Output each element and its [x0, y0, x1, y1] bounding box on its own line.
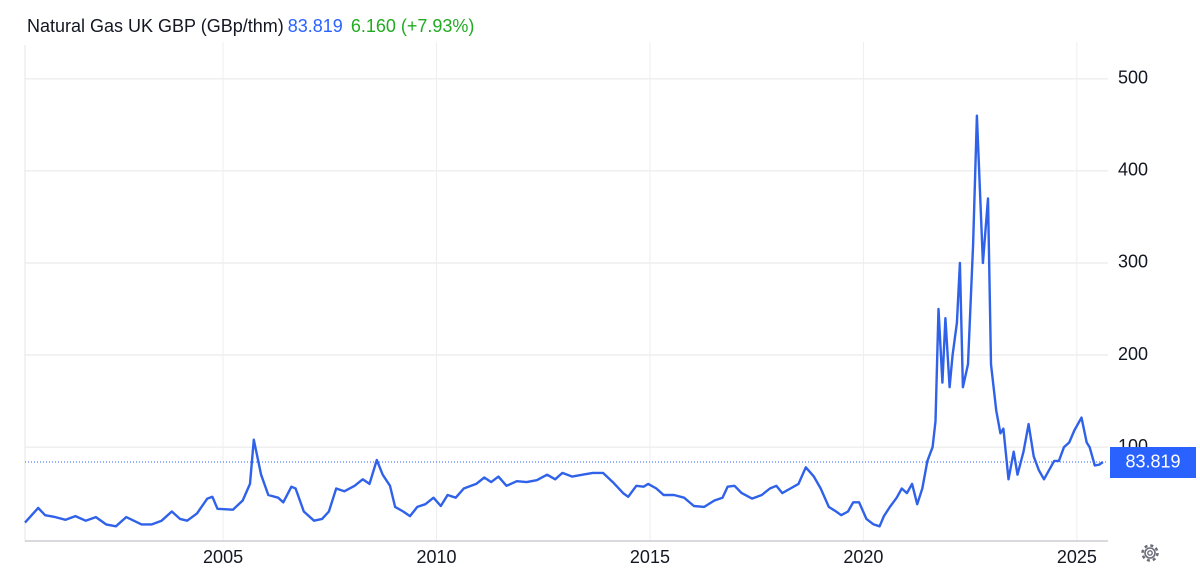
last-price-box — [1110, 446, 1196, 478]
last-price: 83.819 — [287, 16, 343, 36]
price-change: 6.160 (+7.93%) — [350, 16, 475, 36]
x-tick-label: 2005 — [203, 547, 243, 567]
chart-header: Natural Gas UK GBP (GBp/thm) 83.819 6.160 … — [27, 16, 474, 37]
x-tick-label: 2020 — [843, 547, 883, 567]
price-line — [24, 114, 1104, 528]
chart-title: Natural Gas UK GBP (GBp/thm) — [27, 16, 284, 36]
x-tick-label: 2010 — [416, 547, 456, 567]
x-tick-label: 2025 — [1057, 547, 1097, 567]
x-tick-label: 2015 — [630, 547, 670, 567]
y-tick-label: 300 — [1118, 252, 1148, 272]
settings-icon[interactable] — [1141, 544, 1159, 562]
last-price-label: 83.819 — [1125, 452, 1180, 472]
y-tick-label: 200 — [1118, 344, 1148, 364]
grid — [25, 42, 1108, 541]
y-tick-label: 400 — [1118, 160, 1148, 180]
y-tick-label: 500 — [1118, 68, 1148, 88]
